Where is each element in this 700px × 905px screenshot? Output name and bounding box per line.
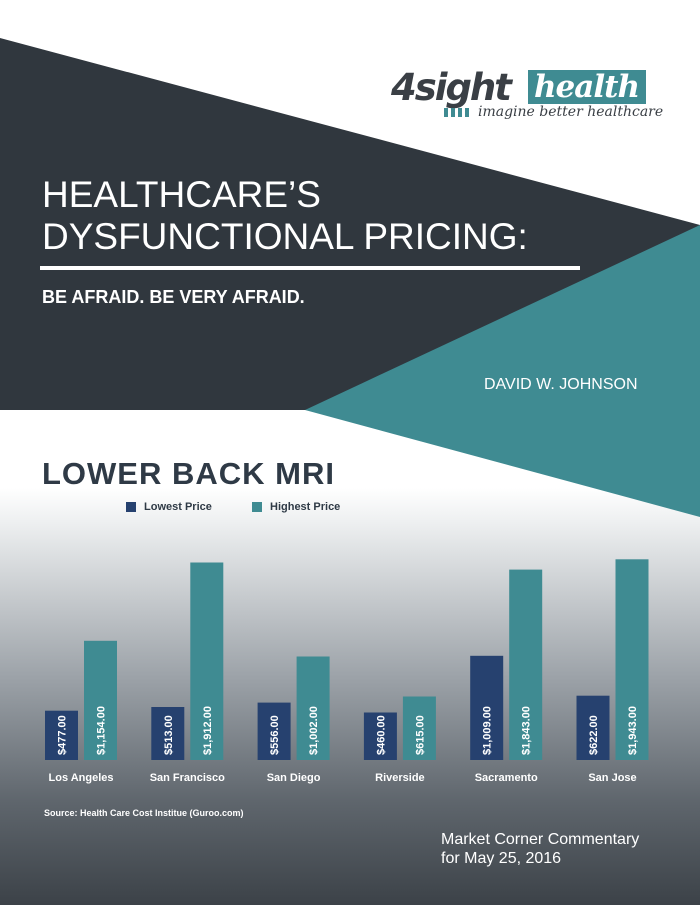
footer-line-1: Market Corner Commentary (441, 831, 640, 848)
bar-lowest-1 (151, 707, 185, 760)
legend-swatch-highest (252, 502, 262, 512)
logo-tagline: imagine better healthcare (478, 104, 664, 120)
title-divider (40, 266, 580, 270)
bar-lowest-2 (257, 702, 291, 760)
bar-highest-5 (615, 559, 649, 760)
bar-highest-4 (509, 569, 543, 760)
chart-title: LOWER BACK MRI (42, 456, 335, 491)
logo-wordmark-dark: 4sight (391, 66, 512, 109)
bar-value-lowest-0: $477.00 (57, 715, 69, 755)
category-label-0: Los Angeles (49, 772, 114, 784)
logo-wordmark-light: health (534, 69, 640, 105)
category-label-4: Sacramento (475, 772, 538, 784)
category-label-1: San Francisco (150, 772, 225, 784)
bar-lowest-5 (576, 695, 610, 760)
bar-highest-2 (296, 656, 330, 760)
legend-label-lowest: Lowest Price (144, 501, 212, 513)
legend-label-highest: Highest Price (270, 501, 341, 513)
bar-value-lowest-4: $1,009.00 (482, 706, 494, 755)
category-label-5: San Jose (588, 772, 636, 784)
category-label-2: San Diego (267, 772, 321, 784)
bar-value-highest-4: $1,843.00 (521, 706, 533, 755)
footer-line-2: for May 25, 2016 (441, 850, 562, 867)
chart-source: Source: Health Care Cost Institue (Guroo… (44, 808, 244, 818)
logo-stripes-icon (444, 108, 469, 117)
bar-value-lowest-1: $513.00 (163, 715, 175, 755)
bar-value-lowest-3: $460.00 (375, 715, 387, 755)
bar-value-lowest-5: $622.00 (588, 715, 600, 755)
bar-value-highest-5: $1,943.00 (627, 706, 639, 755)
bar-highest-3 (402, 696, 436, 760)
category-label-3: Riverside (375, 772, 425, 784)
bar-value-highest-2: $1,002.00 (308, 706, 320, 755)
page-title-line-2: DYSFUNCTIONAL PRICING: (42, 216, 528, 257)
bar-highest-0 (84, 640, 117, 760)
logo-box (528, 70, 646, 104)
bar-value-highest-0: $1,154.00 (96, 706, 108, 755)
bar-value-lowest-2: $556.00 (269, 715, 281, 755)
bar-highest-1 (190, 562, 224, 760)
bar-lowest-0 (45, 710, 78, 760)
legend-swatch-lowest (126, 502, 136, 512)
bar-lowest-4 (470, 655, 504, 760)
page-subtitle: BE AFRAID. BE VERY AFRAID. (42, 287, 305, 307)
teal-triangle (305, 225, 700, 517)
bar-value-highest-3: $615.00 (414, 715, 426, 755)
bar-value-highest-1: $1,912.00 (202, 706, 214, 755)
bar-lowest-3 (363, 712, 397, 760)
page-title-line-1: HEALTHCARE’S (42, 174, 321, 215)
author-name: DAVID W. JOHNSON (484, 376, 638, 393)
